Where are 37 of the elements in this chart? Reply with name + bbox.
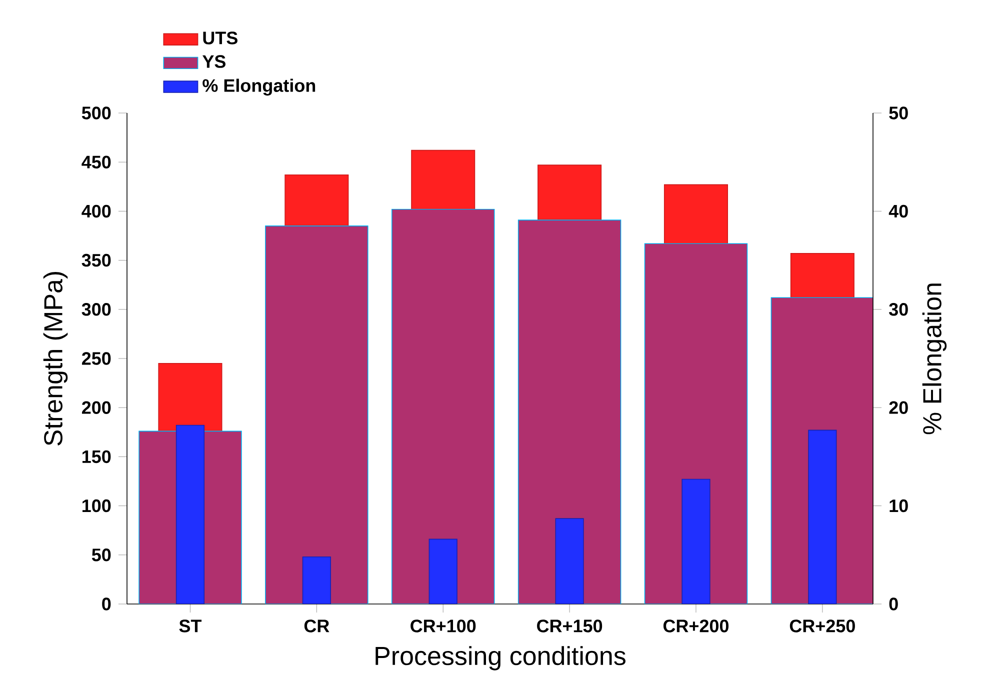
y-tick-label: 350 [82, 254, 111, 267]
y-tick-label: 500 [82, 106, 111, 120]
y-axis-title: Strength (MPa) [43, 272, 68, 446]
bar [428, 538, 458, 604]
bar [555, 518, 584, 604]
x-tick-label: CR [304, 620, 330, 632]
y-tick-label: 450 [82, 156, 111, 168]
x-tick-label: CR+250 [790, 620, 855, 632]
x-tick-label: CR+100 [410, 620, 476, 632]
y2-tick-label: 10 [890, 499, 908, 512]
legend-label: UTS [203, 32, 238, 44]
x-tick-label: CR+150 [537, 620, 602, 632]
bar [808, 430, 837, 604]
bar [682, 478, 710, 604]
y-tick-label: 200 [82, 401, 111, 414]
y2-tick-label: 30 [889, 303, 908, 316]
y-tick-label: 100 [82, 499, 111, 512]
legend-label: % Elongation [202, 78, 316, 96]
y-tick-label: 50 [92, 548, 111, 562]
y-tick-label: 300 [82, 303, 111, 316]
y2-axis-title: % Elongation [922, 284, 947, 434]
y-tick-label: 400 [82, 204, 111, 218]
y-tick-label: 150 [82, 450, 111, 464]
x-tick-label: CR+200 [663, 620, 729, 632]
bar [518, 220, 622, 604]
x-tick-label: ST [179, 620, 202, 632]
y2-tick-label: 50 [889, 106, 908, 120]
y2-tick-label: 0 [889, 598, 898, 610]
x-axis-title: Processing conditions [376, 646, 626, 670]
bar [391, 208, 495, 604]
y2-tick-label: 40 [888, 204, 908, 218]
y-tick-label: 250 [82, 352, 111, 365]
legend-label: YS [202, 55, 226, 68]
bar [265, 226, 368, 604]
y-tick-label: 0 [102, 598, 111, 610]
y2-tick-label: 20 [889, 401, 908, 414]
bar [302, 556, 331, 604]
